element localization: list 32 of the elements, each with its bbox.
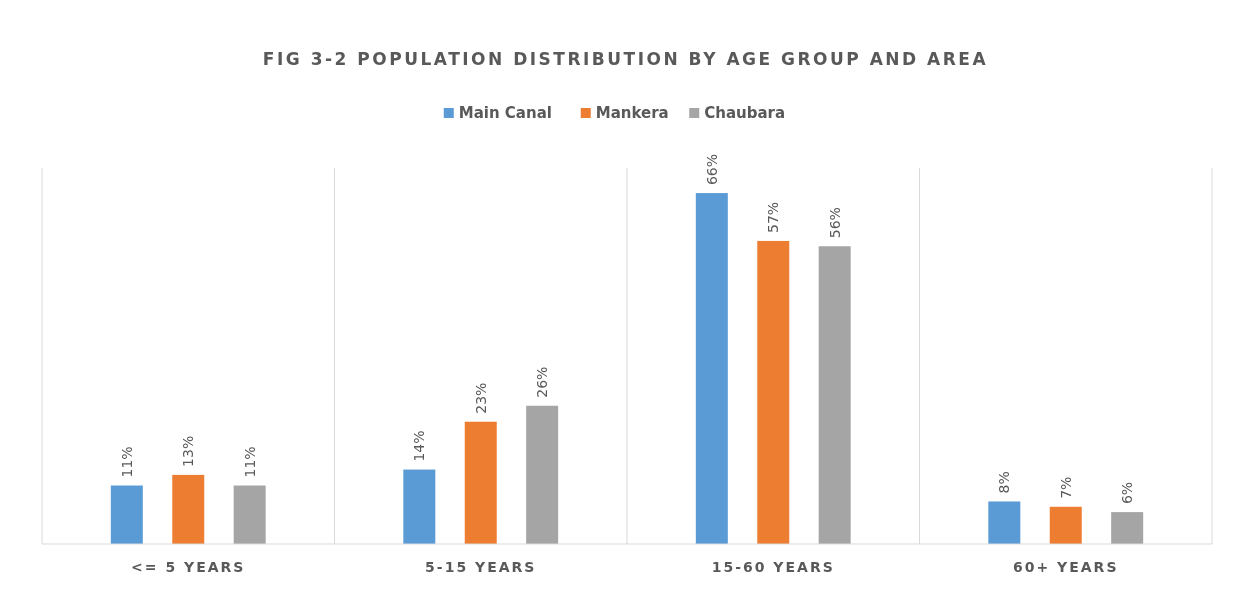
bar [988, 501, 1021, 544]
data-label: 11% [118, 446, 135, 478]
bar [818, 246, 851, 544]
data-label: 56% [826, 207, 843, 239]
x-tick-label: 5-15 YEARS [425, 559, 537, 575]
data-label: 11% [241, 446, 258, 478]
data-label: 57% [765, 201, 782, 233]
legend-label: Main Canal [458, 104, 552, 122]
data-label: 23% [472, 382, 489, 414]
data-label: 6% [1119, 481, 1136, 505]
x-tick-label: 15-60 YEARS [711, 559, 835, 575]
bar [464, 421, 497, 544]
bar [1111, 512, 1144, 544]
bar [757, 240, 790, 544]
data-label: 14% [411, 430, 428, 462]
bar [1049, 506, 1082, 544]
data-label: 13% [180, 435, 197, 467]
x-tick-label: 60+ YEARS [1013, 559, 1119, 575]
bar [172, 474, 205, 544]
chart-title: FIG 3-2 POPULATION DISTRIBUTION BY AGE GROUP AND AREA [262, 49, 989, 69]
legend-label: Chaubara [704, 104, 786, 122]
bar [110, 485, 143, 544]
legend-label: Mankera [595, 104, 669, 122]
bar [233, 485, 266, 544]
data-label: 7% [1057, 476, 1074, 499]
bar [695, 193, 728, 544]
bar [526, 405, 559, 544]
bar [403, 469, 436, 544]
data-label: 66% [703, 153, 720, 186]
data-label: 26% [534, 366, 551, 398]
x-tick-label: <= 5 YEARS [131, 559, 246, 575]
data-label: 8% [996, 471, 1013, 494]
